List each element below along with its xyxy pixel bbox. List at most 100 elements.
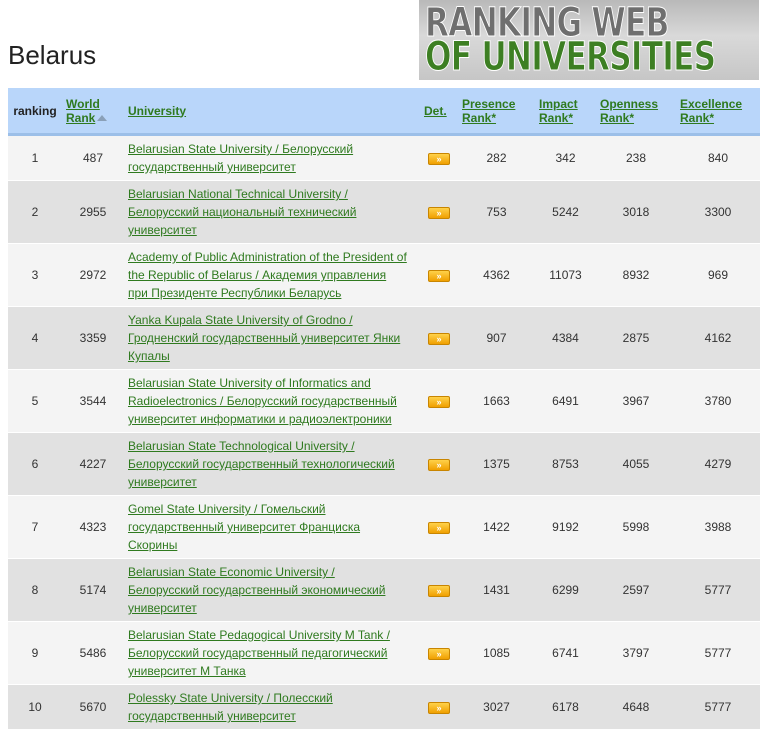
details-arrow-icon[interactable]: » xyxy=(428,648,450,660)
table-row: 6 4227 Belarusian State Technological Un… xyxy=(8,432,760,496)
university-cell: Gomel State University / Гомельский госу… xyxy=(124,495,420,559)
world-rank-cell: 487 xyxy=(62,134,124,181)
table-row: 5 3544 Belarusian State University of In… xyxy=(8,369,760,433)
excellence-cell: 969 xyxy=(676,243,760,307)
table-row: 9 5486 Belarusian State Pedagogical Univ… xyxy=(8,621,760,685)
rank-cell: 8 xyxy=(8,558,62,622)
table-header-row: ranking World Rank University Det. Prese… xyxy=(8,88,760,136)
details-arrow-icon[interactable]: » xyxy=(428,270,450,282)
university-cell: Belarusian State University / Белорусски… xyxy=(124,134,420,181)
openness-cell: 3797 xyxy=(596,621,676,685)
det-cell: » xyxy=(420,243,458,307)
university-link[interactable]: Yanka Kupala State University of Grodno … xyxy=(128,313,401,363)
table-row: 8 5174 Belarusian State Economic Univers… xyxy=(8,558,760,622)
impact-cell: 9192 xyxy=(535,495,596,559)
det-sort-link[interactable]: Det. xyxy=(424,103,447,118)
details-arrow-icon[interactable]: » xyxy=(428,459,450,471)
university-link[interactable]: Polessky State University / Полесский го… xyxy=(128,691,333,723)
details-arrow-icon[interactable]: » xyxy=(428,333,450,345)
details-arrow-icon[interactable]: » xyxy=(428,207,450,219)
excellence-cell: 5777 xyxy=(676,621,760,685)
impact-cell: 6491 xyxy=(535,369,596,433)
world-rank-sort-link[interactable]: World Rank xyxy=(66,96,100,125)
impact-cell: 8753 xyxy=(535,432,596,496)
impact-sort-link[interactable]: Impact Rank* xyxy=(539,96,578,125)
ranking-web-logo: RANKING WEB OF UNIVERSITIES xyxy=(419,0,759,80)
openness-cell: 2875 xyxy=(596,306,676,370)
presence-sort-link[interactable]: Presence Rank* xyxy=(462,96,516,125)
university-cell: Yanka Kupala State University of Grodno … xyxy=(124,306,420,370)
excellence-cell: 840 xyxy=(676,134,760,181)
openness-cell: 5998 xyxy=(596,495,676,559)
presence-cell: 1663 xyxy=(458,369,535,433)
table-row: 4 3359 Yanka Kupala State University of … xyxy=(8,306,760,370)
det-cell: » xyxy=(420,432,458,496)
excellence-cell: 3988 xyxy=(676,495,760,559)
world-rank-cell: 4323 xyxy=(62,495,124,559)
rank-cell: 3 xyxy=(8,243,62,307)
world-rank-cell: 2972 xyxy=(62,243,124,307)
openness-cell: 3018 xyxy=(596,180,676,244)
excellence-cell: 3780 xyxy=(676,369,760,433)
col-header-openness[interactable]: Openness Rank* xyxy=(596,88,676,136)
university-link[interactable]: Belarusian State University of Informati… xyxy=(128,376,397,426)
rank-cell: 6 xyxy=(8,432,62,496)
university-cell: Polessky State University / Полесский го… xyxy=(124,684,420,730)
det-cell: » xyxy=(420,684,458,730)
details-arrow-icon[interactable]: » xyxy=(428,702,450,714)
col-header-impact[interactable]: Impact Rank* xyxy=(535,88,596,136)
col-header-world-rank[interactable]: World Rank xyxy=(62,88,124,136)
openness-cell: 3967 xyxy=(596,369,676,433)
details-arrow-icon[interactable]: » xyxy=(428,522,450,534)
rank-cell: 4 xyxy=(8,306,62,370)
details-arrow-icon[interactable]: » xyxy=(428,153,450,165)
university-link[interactable]: Belarusian State Technological Universit… xyxy=(128,439,395,489)
details-arrow-icon[interactable]: » xyxy=(428,396,450,408)
det-cell: » xyxy=(420,306,458,370)
world-rank-cell: 5174 xyxy=(62,558,124,622)
det-cell: » xyxy=(420,621,458,685)
presence-cell: 1085 xyxy=(458,621,535,685)
rank-cell: 10 xyxy=(8,684,62,730)
excellence-sort-link[interactable]: Excellence Rank* xyxy=(680,96,743,125)
rank-cell: 2 xyxy=(8,180,62,244)
university-link[interactable]: Academy of Public Administration of the … xyxy=(128,250,407,300)
col-header-ranking: ranking xyxy=(8,88,62,136)
openness-sort-link[interactable]: Openness Rank* xyxy=(600,96,659,125)
logo-line-1: RANKING WEB xyxy=(425,0,670,47)
det-cell: » xyxy=(420,134,458,181)
details-arrow-icon[interactable]: » xyxy=(428,585,450,597)
impact-cell: 6178 xyxy=(535,684,596,730)
openness-cell: 2597 xyxy=(596,558,676,622)
world-rank-cell: 5486 xyxy=(62,621,124,685)
ranking-table: ranking World Rank University Det. Prese… xyxy=(8,88,760,730)
university-link[interactable]: Belarusian State Economic University / Б… xyxy=(128,565,386,615)
impact-cell: 4384 xyxy=(535,306,596,370)
university-sort-link[interactable]: University xyxy=(128,103,187,118)
excellence-cell: 5777 xyxy=(676,558,760,622)
rank-cell: 7 xyxy=(8,495,62,559)
presence-cell: 4362 xyxy=(458,243,535,307)
det-cell: » xyxy=(420,180,458,244)
university-link[interactable]: Gomel State University / Гомельский госу… xyxy=(128,502,361,552)
det-cell: » xyxy=(420,495,458,559)
university-link[interactable]: Belarusian National Technical University… xyxy=(128,187,357,237)
table-row: 2 2955 Belarusian National Technical Uni… xyxy=(8,180,760,244)
col-header-det[interactable]: Det. xyxy=(420,88,458,136)
university-link[interactable]: Belarusian State Pedagogical University … xyxy=(128,628,390,678)
col-header-university[interactable]: University xyxy=(124,88,420,136)
rank-cell: 1 xyxy=(8,134,62,181)
excellence-cell: 3300 xyxy=(676,180,760,244)
excellence-cell: 4279 xyxy=(676,432,760,496)
impact-cell: 342 xyxy=(535,134,596,181)
university-cell: Belarusian State Technological Universit… xyxy=(124,432,420,496)
col-header-presence[interactable]: Presence Rank* xyxy=(458,88,535,136)
openness-cell: 238 xyxy=(596,134,676,181)
excellence-cell: 4162 xyxy=(676,306,760,370)
sort-ascending-icon[interactable] xyxy=(97,115,108,122)
openness-cell: 4648 xyxy=(596,684,676,730)
university-link[interactable]: Belarusian State University / Белорусски… xyxy=(128,142,354,174)
col-header-excellence[interactable]: Excellence Rank* xyxy=(676,88,760,136)
openness-cell: 4055 xyxy=(596,432,676,496)
presence-cell: 1422 xyxy=(458,495,535,559)
